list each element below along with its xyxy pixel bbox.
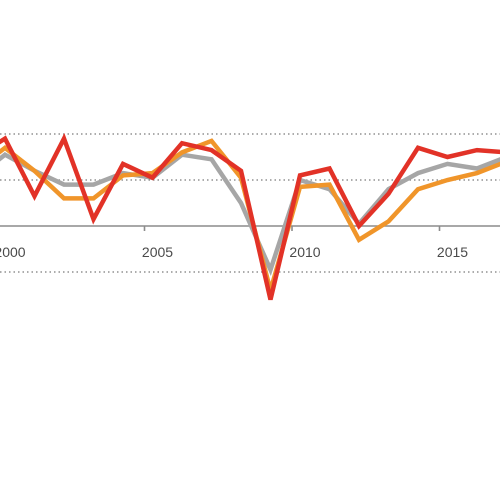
series-lines bbox=[0, 133, 500, 301]
x-tick-label: 2005 bbox=[142, 244, 173, 260]
x-tick-label: 2010 bbox=[289, 244, 320, 260]
x-tick-label: 2000 bbox=[0, 244, 26, 260]
x-axis-tick-labels: 2000 2005 2010 2015 bbox=[0, 226, 468, 260]
series-line-3 bbox=[0, 133, 500, 301]
x-tick-label: 2015 bbox=[437, 244, 468, 260]
